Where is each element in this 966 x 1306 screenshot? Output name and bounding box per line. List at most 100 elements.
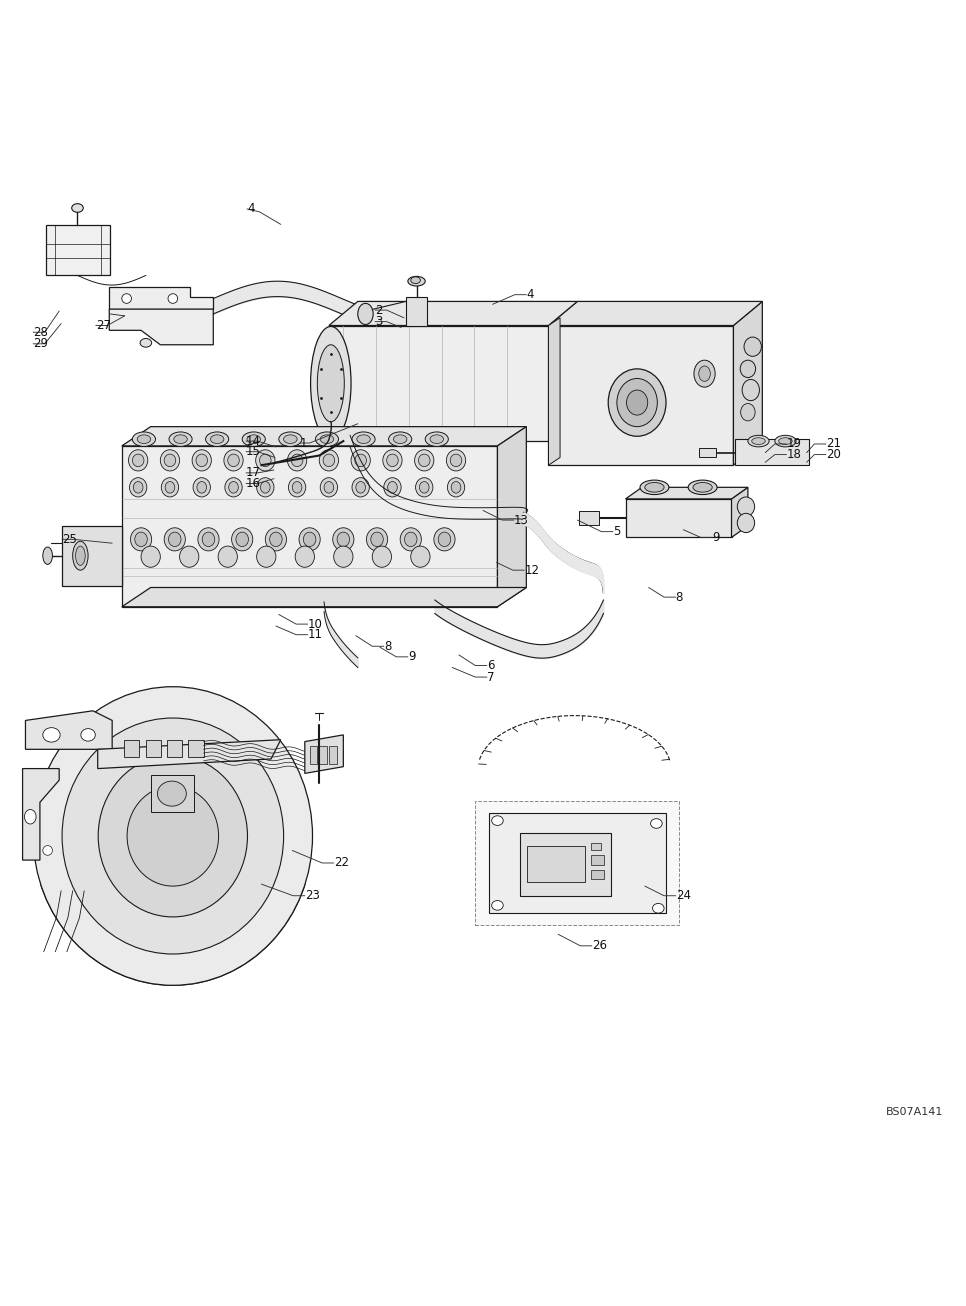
Ellipse shape [742, 380, 759, 401]
Polygon shape [62, 526, 122, 585]
Polygon shape [733, 302, 762, 465]
Text: 7: 7 [487, 670, 495, 683]
Ellipse shape [218, 546, 238, 567]
Ellipse shape [289, 478, 306, 498]
Ellipse shape [132, 432, 156, 447]
Text: 16: 16 [246, 477, 261, 490]
Bar [527, 846, 585, 883]
Ellipse shape [225, 478, 242, 498]
Polygon shape [549, 317, 560, 465]
Ellipse shape [741, 404, 755, 421]
Ellipse shape [247, 435, 261, 444]
Bar [319, 747, 327, 764]
Ellipse shape [135, 532, 148, 547]
Bar [328, 747, 336, 764]
Bar [580, 512, 599, 525]
Ellipse shape [161, 478, 179, 498]
Ellipse shape [140, 338, 152, 347]
Ellipse shape [333, 546, 353, 567]
Ellipse shape [387, 482, 397, 494]
Polygon shape [328, 325, 549, 441]
Ellipse shape [157, 781, 186, 806]
Polygon shape [626, 499, 731, 537]
Ellipse shape [352, 432, 375, 447]
Ellipse shape [71, 204, 83, 213]
Polygon shape [626, 487, 748, 499]
Text: 13: 13 [514, 513, 528, 526]
Text: BS07A141: BS07A141 [886, 1107, 944, 1117]
Ellipse shape [356, 435, 370, 444]
Polygon shape [109, 310, 213, 345]
Ellipse shape [72, 541, 88, 571]
Ellipse shape [609, 368, 666, 436]
Ellipse shape [439, 532, 451, 547]
Ellipse shape [400, 528, 421, 551]
Polygon shape [497, 427, 526, 607]
Ellipse shape [292, 454, 303, 466]
Ellipse shape [293, 482, 302, 494]
Ellipse shape [740, 360, 755, 377]
Ellipse shape [24, 810, 36, 824]
Ellipse shape [316, 432, 338, 447]
Text: 10: 10 [308, 618, 323, 631]
Text: 21: 21 [826, 438, 841, 451]
Ellipse shape [257, 478, 274, 498]
Bar [406, 296, 427, 325]
Ellipse shape [196, 454, 208, 466]
Bar [520, 833, 611, 896]
Text: 5: 5 [613, 525, 620, 538]
Text: 2: 2 [375, 303, 383, 316]
Polygon shape [22, 769, 59, 861]
Ellipse shape [698, 366, 710, 381]
Text: 8: 8 [384, 640, 391, 653]
Bar [188, 739, 204, 757]
Polygon shape [328, 302, 578, 325]
Ellipse shape [141, 546, 160, 567]
Ellipse shape [284, 435, 298, 444]
Ellipse shape [260, 454, 271, 466]
Ellipse shape [617, 379, 657, 427]
Ellipse shape [129, 478, 147, 498]
Ellipse shape [737, 498, 754, 516]
Text: 20: 20 [826, 448, 840, 461]
Ellipse shape [228, 454, 240, 466]
Ellipse shape [232, 528, 253, 551]
Ellipse shape [411, 277, 420, 283]
Bar [475, 802, 679, 925]
Ellipse shape [405, 532, 417, 547]
Ellipse shape [337, 532, 350, 547]
Ellipse shape [645, 482, 664, 492]
Polygon shape [109, 287, 213, 310]
Ellipse shape [748, 435, 769, 447]
Ellipse shape [411, 546, 430, 567]
Polygon shape [731, 487, 748, 537]
Ellipse shape [447, 478, 465, 498]
Ellipse shape [43, 547, 52, 564]
Ellipse shape [355, 454, 366, 466]
Ellipse shape [317, 345, 344, 422]
Bar [698, 448, 716, 457]
Polygon shape [122, 445, 497, 607]
Ellipse shape [193, 478, 211, 498]
Ellipse shape [303, 532, 316, 547]
Ellipse shape [355, 482, 365, 494]
Ellipse shape [393, 435, 407, 444]
Ellipse shape [779, 438, 792, 444]
Ellipse shape [640, 481, 668, 495]
Text: 8: 8 [675, 590, 683, 603]
Ellipse shape [261, 482, 270, 494]
Ellipse shape [99, 755, 247, 917]
Text: 19: 19 [786, 438, 802, 451]
Ellipse shape [256, 449, 275, 471]
Text: 12: 12 [525, 564, 539, 577]
Ellipse shape [320, 478, 337, 498]
Ellipse shape [43, 727, 60, 742]
Ellipse shape [211, 435, 224, 444]
Text: 26: 26 [592, 939, 607, 952]
Ellipse shape [242, 432, 266, 447]
Ellipse shape [451, 482, 461, 494]
Ellipse shape [737, 513, 754, 533]
Ellipse shape [492, 816, 503, 825]
Ellipse shape [414, 449, 434, 471]
Polygon shape [735, 439, 809, 465]
